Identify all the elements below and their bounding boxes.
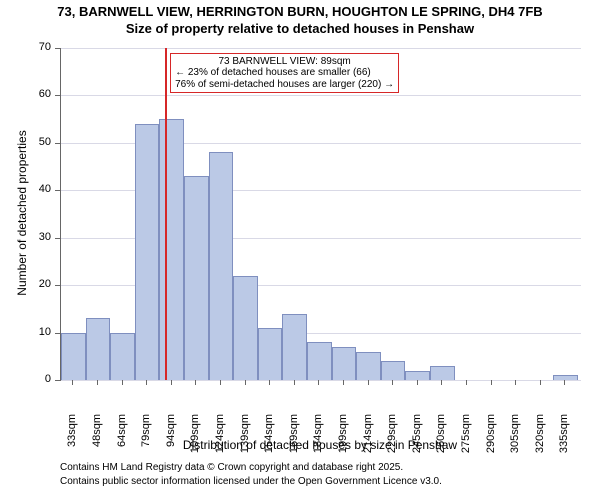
histogram-bar (184, 176, 209, 380)
ytick-mark (55, 238, 60, 239)
xtick-mark (122, 380, 123, 385)
chart-title-line1: 73, BARNWELL VIEW, HERRINGTON BURN, HOUG… (0, 4, 600, 19)
histogram-bar (61, 333, 86, 380)
ytick-mark (55, 143, 60, 144)
ytick-label: 70 (25, 41, 51, 53)
ytick-label: 20 (25, 278, 51, 290)
xtick-mark (171, 380, 172, 385)
annotation-line: 73 BARNWELL VIEW: 89sqm (175, 56, 394, 68)
gridline (61, 48, 581, 49)
chart-title-line2: Size of property relative to detached ho… (0, 21, 600, 36)
xtick-mark (392, 380, 393, 385)
xtick-mark (245, 380, 246, 385)
xtick-label: 290sqm (485, 414, 497, 464)
xtick-label: 199sqm (337, 414, 349, 464)
xtick-label: 33sqm (66, 414, 78, 464)
xtick-label: 94sqm (165, 414, 177, 464)
xtick-label: 79sqm (140, 414, 152, 464)
xtick-label: 229sqm (386, 414, 398, 464)
ytick-label: 10 (25, 326, 51, 338)
xtick-mark (146, 380, 147, 385)
ytick-mark (55, 333, 60, 334)
ytick-label: 40 (25, 183, 51, 195)
xtick-mark (343, 380, 344, 385)
histogram-bar (135, 124, 160, 380)
gridline (61, 380, 581, 381)
xtick-mark (72, 380, 73, 385)
histogram-bar (430, 366, 455, 380)
annotation-box: 73 BARNWELL VIEW: 89sqm← 23% of detached… (170, 53, 399, 94)
reference-line (165, 48, 167, 380)
xtick-label: 305sqm (509, 414, 521, 464)
histogram-bar (209, 152, 234, 380)
ytick-mark (55, 285, 60, 286)
ytick-mark (55, 190, 60, 191)
histogram-bar (258, 328, 283, 380)
xtick-label: 320sqm (534, 414, 546, 464)
histogram-bar (405, 371, 430, 380)
histogram-bar (381, 361, 406, 380)
xtick-label: 275sqm (460, 414, 472, 464)
histogram-bar (553, 375, 578, 380)
histogram-bar (159, 119, 184, 380)
histogram-bar (356, 352, 381, 380)
xtick-mark (441, 380, 442, 385)
xtick-label: 214sqm (362, 414, 374, 464)
ytick-label: 50 (25, 136, 51, 148)
ytick-mark (55, 380, 60, 381)
xtick-mark (368, 380, 369, 385)
xtick-label: 64sqm (116, 414, 128, 464)
xtick-mark (515, 380, 516, 385)
ytick-label: 60 (25, 88, 51, 100)
chart-root: 73, BARNWELL VIEW, HERRINGTON BURN, HOUG… (0, 0, 600, 500)
xtick-label: 245sqm (411, 414, 423, 464)
xtick-label: 48sqm (91, 414, 103, 464)
histogram-bar (110, 333, 135, 380)
histogram-bar (233, 276, 258, 380)
xtick-mark (318, 380, 319, 385)
xtick-label: 335sqm (558, 414, 570, 464)
histogram-bar (332, 347, 357, 380)
xtick-mark (540, 380, 541, 385)
gridline (61, 95, 581, 96)
histogram-bar (307, 342, 332, 380)
histogram-bar (282, 314, 307, 380)
xtick-label: 124sqm (214, 414, 226, 464)
xtick-label: 260sqm (435, 414, 447, 464)
xtick-mark (466, 380, 467, 385)
histogram-bar (86, 318, 111, 380)
xtick-mark (294, 380, 295, 385)
xtick-mark (220, 380, 221, 385)
ytick-label: 0 (25, 373, 51, 385)
xtick-mark (97, 380, 98, 385)
xtick-mark (564, 380, 565, 385)
xtick-mark (491, 380, 492, 385)
attribution-line2: Contains public sector information licen… (60, 476, 442, 487)
xtick-label: 139sqm (239, 414, 251, 464)
xtick-label: 169sqm (288, 414, 300, 464)
plot-area: 73 BARNWELL VIEW: 89sqm← 23% of detached… (60, 48, 581, 381)
ytick-mark (55, 48, 60, 49)
attribution-line1: Contains HM Land Registry data © Crown c… (60, 462, 403, 473)
xtick-label: 109sqm (189, 414, 201, 464)
ytick-mark (55, 95, 60, 96)
ytick-label: 30 (25, 231, 51, 243)
xtick-mark (269, 380, 270, 385)
xtick-mark (417, 380, 418, 385)
annotation-line: 76% of semi-detached houses are larger (… (175, 79, 394, 91)
xtick-mark (195, 380, 196, 385)
xtick-label: 154sqm (263, 414, 275, 464)
xtick-label: 184sqm (312, 414, 324, 464)
annotation-line: ← 23% of detached houses are smaller (66… (175, 67, 394, 79)
